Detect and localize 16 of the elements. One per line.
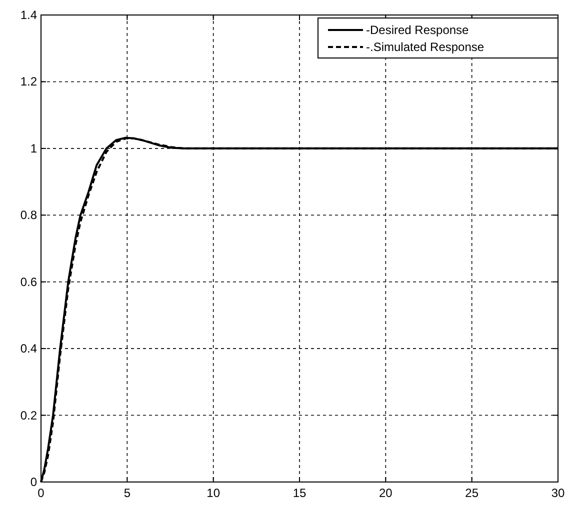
y-tick-label: 0.6 [20, 274, 38, 289]
x-tick-label: 30 [551, 486, 565, 500]
x-tick-label: 25 [465, 486, 479, 500]
y-tick-label: 0.4 [20, 342, 38, 356]
y-tick-label: 0.8 [20, 208, 38, 222]
x-tick-label: 15 [292, 486, 306, 500]
y-tick-label: 0 [30, 475, 38, 489]
y-tick-label: 1 [30, 141, 38, 156]
y-tick-label: 1.2 [20, 74, 38, 89]
y-tick-label: 0.2 [20, 408, 38, 422]
x-tick-label: 5 [124, 486, 131, 500]
legend-label: -Desired Response [366, 23, 470, 37]
x-tick-label: 20 [378, 486, 393, 500]
x-tick-label: 10 [206, 486, 220, 500]
legend-label: -.Simulated Response [366, 40, 484, 54]
y-tick-label: 1.4 [20, 8, 38, 22]
